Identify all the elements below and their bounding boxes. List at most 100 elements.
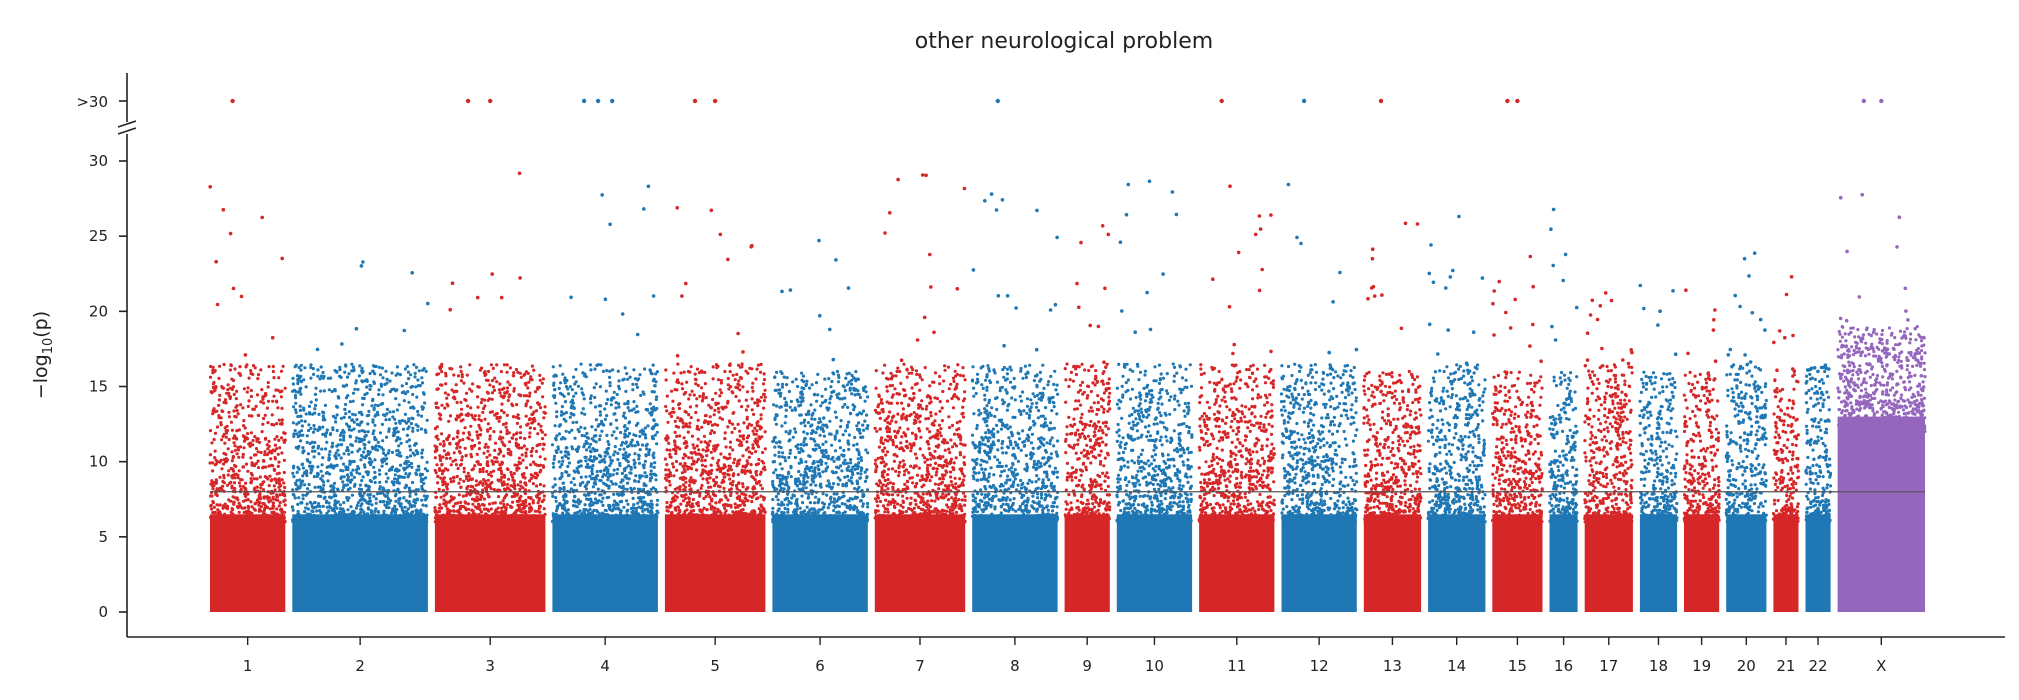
chromosome-3-overflow-point bbox=[488, 98, 493, 104]
x-tick-label-chr-11: 11 bbox=[1227, 657, 1246, 675]
chromosome-12-dense-band bbox=[1281, 514, 1357, 612]
chromosome-11-overflow-point bbox=[1219, 98, 1224, 104]
x-tick-label-chr-8: 8 bbox=[1010, 657, 1020, 675]
chromosome-17-points bbox=[1583, 291, 1634, 612]
chromosome-16-points bbox=[1548, 207, 1579, 612]
chromosome-5-overflow-point bbox=[692, 98, 698, 104]
x-tick-label-chr-9: 9 bbox=[1082, 657, 1092, 675]
x-tick-label-chr-2: 2 bbox=[355, 657, 365, 675]
axis-break-mark-bottom bbox=[117, 127, 137, 135]
y-tick-label-10: 10 bbox=[89, 453, 108, 471]
x-tick-label-chr-13: 13 bbox=[1383, 657, 1402, 675]
x-tick-label-chr-16: 16 bbox=[1554, 657, 1573, 675]
chromosome-7-points bbox=[873, 173, 967, 612]
chromosome-19-dense-band bbox=[1684, 514, 1720, 612]
chromosome-17-dense-band bbox=[1584, 514, 1633, 612]
chromosome-13-dense-band bbox=[1363, 514, 1422, 612]
chromosome-6-points bbox=[770, 238, 870, 612]
chromosome-14-dense-band bbox=[1428, 514, 1486, 612]
y-axis-title: −log10(p) bbox=[30, 311, 56, 399]
y-tick-label-15: 15 bbox=[89, 378, 108, 396]
chromosome-12-points bbox=[1279, 98, 1359, 612]
chromosome-7-dense-band bbox=[874, 514, 966, 612]
chromosome-4-dense-band bbox=[552, 514, 658, 612]
chromosome-1-dense-band bbox=[210, 514, 286, 612]
chromosome-9-dense-band bbox=[1064, 514, 1110, 612]
chromosome-13-overflow-point bbox=[1378, 98, 1384, 104]
x-ticks: 1 2 3 4 5 6 7 8 9 10 11 12 13 14 15 16 17 18 19 20 21 22 X bbox=[243, 637, 1886, 675]
chromosome-3-points bbox=[433, 98, 548, 612]
x-tick-label-chr-20: 20 bbox=[1737, 657, 1756, 675]
chromosome-1-points bbox=[208, 98, 287, 612]
y-tick-label-30: 30 bbox=[89, 152, 108, 170]
chromosome-16-dense-band bbox=[1549, 514, 1578, 612]
chromosome-1-overflow-point bbox=[230, 98, 235, 104]
chromosome-4-overflow-point bbox=[595, 98, 601, 104]
x-tick-label-chr-4: 4 bbox=[600, 657, 610, 675]
chromosome-4-overflow-point bbox=[610, 98, 615, 104]
x-tick-label-chr-X: X bbox=[1876, 657, 1886, 675]
chromosome-9-points bbox=[1063, 224, 1112, 612]
x-tick-label-chr-17: 17 bbox=[1599, 657, 1618, 675]
x-tick-label-chr-10: 10 bbox=[1145, 657, 1164, 675]
chromosome-19-points bbox=[1682, 288, 1721, 612]
chromosome-10-dense-band bbox=[1116, 514, 1193, 612]
chromosome-14-points bbox=[1426, 214, 1487, 612]
chromosome-X-dense-band bbox=[1837, 416, 1925, 612]
chromosome-15-points bbox=[1490, 98, 1544, 612]
x-tick-label-chr-19: 19 bbox=[1692, 657, 1711, 675]
y-ticks: 0 5 10 15 20 25 30 bbox=[89, 152, 127, 621]
chromosome-20-points bbox=[1724, 251, 1768, 612]
chromosome-4-overflow-point bbox=[581, 98, 587, 104]
chromosome-X-overflow-point bbox=[1879, 98, 1884, 104]
chromosome-21-dense-band bbox=[1773, 514, 1799, 612]
data-points bbox=[208, 98, 1927, 612]
chromosome-8-points bbox=[970, 98, 1060, 612]
chromosome-8-overflow-point bbox=[995, 98, 1000, 104]
chromosome-2-points bbox=[290, 260, 430, 612]
chromosome-15-dense-band bbox=[1492, 514, 1543, 612]
chromosome-18-points bbox=[1638, 283, 1679, 612]
chromosome-X-points bbox=[1836, 98, 1927, 612]
y-tick-label-20: 20 bbox=[89, 302, 108, 320]
chromosome-11-dense-band bbox=[1199, 514, 1275, 612]
chromosome-22-dense-band bbox=[1805, 514, 1831, 612]
chromosome-15-overflow-point bbox=[1515, 98, 1520, 104]
chromosome-X-overflow-point bbox=[1861, 98, 1867, 104]
chart-title: other neurological problem bbox=[915, 29, 1213, 54]
axis-break-mark-top bbox=[117, 120, 137, 128]
chromosome-22-points bbox=[1804, 363, 1833, 612]
chromosome-21-points bbox=[1771, 275, 1801, 612]
x-tick-label-chr-15: 15 bbox=[1508, 657, 1527, 675]
chromosome-6-dense-band bbox=[772, 514, 868, 612]
overflow-tick-label: >30 bbox=[76, 93, 108, 111]
x-tick-label-chr-18: 18 bbox=[1649, 657, 1668, 675]
chromosome-18-dense-band bbox=[1639, 514, 1678, 612]
chromosome-3-dense-band bbox=[434, 514, 546, 612]
axes bbox=[117, 73, 2005, 638]
chromosome-3-overflow-point bbox=[465, 98, 471, 104]
x-tick-label-chr-22: 22 bbox=[1809, 657, 1828, 675]
chromosome-2-dense-band bbox=[292, 514, 428, 612]
chromosome-8-dense-band bbox=[972, 514, 1058, 612]
chromosome-5-dense-band bbox=[664, 514, 766, 612]
x-tick-label-chr-3: 3 bbox=[485, 657, 495, 675]
x-tick-label-chr-12: 12 bbox=[1310, 657, 1329, 675]
chromosome-13-points bbox=[1362, 98, 1423, 612]
chromosome-12-overflow-point bbox=[1301, 98, 1307, 104]
x-tick-label-chr-6: 6 bbox=[815, 657, 825, 675]
chromosome-5-points bbox=[663, 98, 767, 612]
chromosome-15-overflow-point bbox=[1505, 98, 1510, 104]
y-tick-label-5: 5 bbox=[98, 528, 108, 546]
y-tick-label-0: 0 bbox=[98, 603, 108, 621]
x-tick-label-chr-5: 5 bbox=[710, 657, 720, 675]
x-tick-label-chr-21: 21 bbox=[1776, 657, 1795, 675]
x-tick-label-chr-1: 1 bbox=[243, 657, 253, 675]
x-tick-label-chr-14: 14 bbox=[1447, 657, 1466, 675]
chromosome-11-points bbox=[1197, 98, 1276, 612]
chromosome-20-dense-band bbox=[1726, 514, 1767, 612]
x-tick-label-chr-7: 7 bbox=[915, 657, 925, 675]
y-tick-label-25: 25 bbox=[89, 227, 108, 245]
chromosome-5-overflow-point bbox=[712, 98, 718, 104]
